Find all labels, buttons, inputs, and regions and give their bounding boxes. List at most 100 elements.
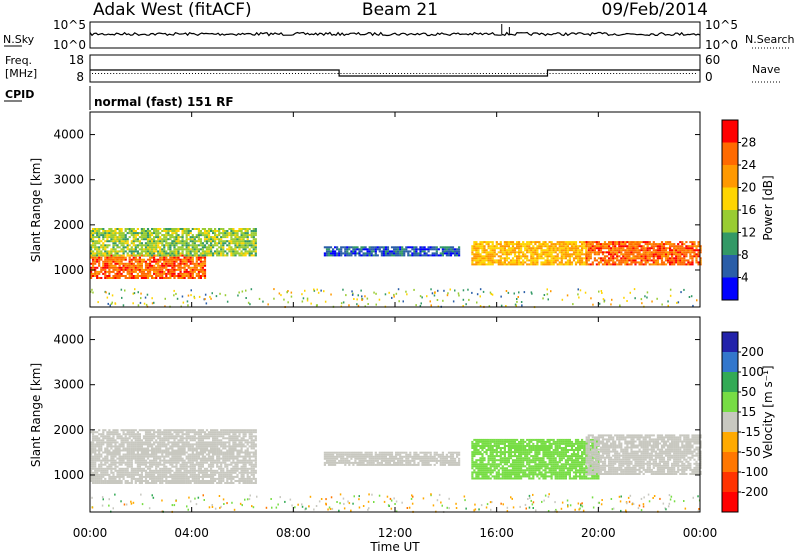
velocity-cell bbox=[205, 447, 209, 450]
power-cell bbox=[591, 245, 594, 248]
velocity-cell bbox=[183, 447, 186, 450]
power-cell bbox=[395, 254, 398, 257]
power-cell bbox=[445, 250, 448, 253]
power-cell bbox=[185, 240, 188, 243]
power-cell bbox=[102, 232, 105, 235]
power-cell bbox=[177, 266, 180, 269]
velocity-cell bbox=[230, 463, 233, 466]
power-cell bbox=[558, 257, 561, 260]
power-cell bbox=[356, 246, 359, 249]
power-cell bbox=[626, 245, 629, 248]
power-cell bbox=[163, 248, 166, 251]
power-cell bbox=[652, 243, 655, 246]
power-cell bbox=[581, 259, 584, 262]
velocity-cell bbox=[110, 457, 113, 460]
velocity-cell bbox=[187, 482, 190, 484]
power-cell bbox=[632, 259, 635, 262]
power-cell bbox=[171, 240, 174, 243]
power-cell bbox=[248, 242, 251, 245]
power-cell bbox=[245, 297, 247, 299]
power-cell bbox=[320, 289, 322, 292]
power-cell bbox=[114, 302, 117, 305]
power-cell bbox=[601, 243, 605, 246]
power-cell bbox=[542, 243, 545, 246]
date-label: 09/Feb/2014 bbox=[602, 0, 708, 20]
power-cell bbox=[473, 257, 476, 260]
velocity-cell bbox=[161, 469, 164, 472]
nave-dot bbox=[316, 73, 318, 74]
velocity-cell bbox=[228, 477, 231, 480]
power-cell bbox=[540, 257, 543, 260]
power-cell bbox=[96, 258, 99, 261]
velocity-cell bbox=[134, 449, 137, 452]
power-cell bbox=[220, 240, 223, 243]
velocity-cell bbox=[136, 463, 139, 466]
power-cell bbox=[568, 247, 571, 250]
power-cell bbox=[487, 259, 490, 262]
power-cell bbox=[479, 259, 482, 262]
velocity-cell bbox=[173, 473, 176, 476]
power-cell bbox=[128, 244, 131, 247]
power-cell bbox=[612, 247, 615, 250]
power-cell bbox=[116, 244, 119, 247]
power-cell bbox=[693, 253, 696, 256]
velocity-cell bbox=[90, 463, 93, 466]
power-cell bbox=[153, 264, 156, 267]
power-cell bbox=[513, 247, 517, 250]
velocity-cell bbox=[181, 463, 184, 466]
power-cell bbox=[240, 234, 243, 237]
power-cell bbox=[340, 246, 343, 249]
velocity-cell bbox=[120, 459, 123, 462]
velocity-cell bbox=[102, 471, 105, 474]
nave-dot bbox=[355, 73, 357, 74]
power-cell bbox=[212, 252, 215, 255]
power-cell bbox=[658, 263, 661, 266]
power-cell bbox=[574, 241, 578, 244]
power-cell bbox=[207, 234, 211, 237]
power-cell bbox=[114, 277, 117, 279]
velocity-cell bbox=[116, 429, 119, 432]
velocity-cell bbox=[181, 439, 184, 442]
velocity-cell bbox=[108, 467, 111, 470]
velocity-cell bbox=[153, 469, 156, 472]
power-cell bbox=[149, 246, 152, 249]
power-cell bbox=[483, 247, 486, 250]
velocity-cell bbox=[151, 453, 154, 456]
velocity-cell bbox=[201, 459, 204, 462]
power-cell bbox=[175, 232, 178, 235]
power-cell bbox=[104, 246, 107, 249]
power-cell bbox=[173, 242, 176, 245]
power-cell bbox=[393, 250, 396, 253]
velocity-cell bbox=[114, 455, 117, 458]
power-cell bbox=[346, 246, 349, 249]
power-cell bbox=[183, 254, 186, 257]
power-cell bbox=[157, 275, 160, 277]
power-cell bbox=[546, 255, 549, 258]
velocity-cell bbox=[205, 437, 209, 440]
power-cell bbox=[179, 252, 182, 255]
power-cell bbox=[489, 249, 492, 252]
velocity-cell bbox=[187, 435, 190, 438]
power-cell bbox=[157, 242, 160, 245]
power-cell bbox=[181, 244, 184, 247]
velocity-cell bbox=[102, 475, 105, 478]
velocity-cell bbox=[98, 459, 101, 462]
power-cell bbox=[435, 254, 438, 257]
power-cell bbox=[159, 240, 162, 243]
velocity-cell bbox=[90, 455, 93, 458]
power-cell bbox=[301, 300, 304, 303]
power-cell bbox=[650, 263, 653, 266]
power-cell bbox=[495, 253, 498, 256]
power-cell bbox=[325, 252, 329, 255]
power-cell bbox=[120, 258, 123, 261]
power-cell bbox=[258, 297, 261, 300]
power-cell bbox=[662, 245, 666, 248]
power-cell bbox=[660, 257, 664, 260]
velocity-cell bbox=[197, 447, 200, 450]
power-cell bbox=[566, 255, 569, 258]
nave-dot bbox=[543, 73, 545, 74]
velocity-cell bbox=[214, 441, 217, 444]
power-cell bbox=[354, 250, 357, 253]
velocity-cell bbox=[155, 457, 158, 460]
power-cell bbox=[679, 259, 682, 262]
